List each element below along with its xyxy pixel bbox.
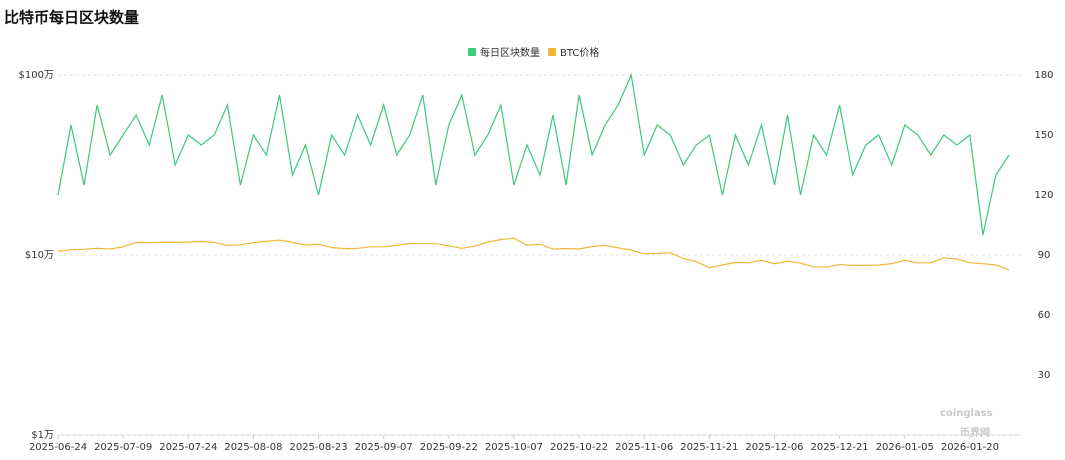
legend-swatch (548, 48, 556, 56)
x-tick-label: 2025-11-06 (615, 442, 673, 453)
series-line (57, 72, 1010, 236)
chart-title: 比特币每日区块数量 (4, 9, 139, 27)
x-tick-label: 2026-01-05 (876, 442, 934, 453)
y2-tick-label: 60 (1038, 310, 1051, 321)
x-tick-label: 2026-01-20 (941, 442, 999, 453)
watermark: coinglass (940, 408, 993, 419)
y2-tick-label: 150 (1034, 130, 1053, 141)
x-tick-label: 2025-07-24 (159, 442, 217, 453)
legend-label: BTC价格 (560, 46, 599, 59)
x-tick-label: 2025-10-22 (550, 442, 608, 453)
y2-tick-label: 90 (1038, 250, 1051, 261)
x-tick-label: 2025-12-06 (745, 442, 803, 453)
y-tick-label: $10万 (25, 250, 54, 261)
y-tick-label: $100万 (19, 70, 54, 81)
series-line (57, 237, 1010, 271)
legend-swatch (468, 48, 476, 56)
y-tick-label: $1万 (31, 430, 54, 441)
y2-tick-label: 30 (1038, 370, 1051, 381)
x-tick-label: 2025-12-21 (811, 442, 869, 453)
y2-tick-label: 120 (1034, 190, 1053, 201)
x-tick-label: 2025-08-08 (224, 442, 282, 453)
x-tick-label: 2025-09-22 (420, 442, 478, 453)
watermark: 币界网 (960, 427, 990, 439)
x-tick-label: 2025-10-07 (485, 442, 543, 453)
x-tick-label: 2025-06-24 (29, 442, 87, 453)
x-tick-label: 2025-11-21 (680, 442, 738, 453)
x-tick-label: 2025-08-23 (289, 442, 347, 453)
y2-tick-label: 180 (1034, 70, 1053, 81)
x-tick-label: 2025-07-09 (94, 442, 152, 453)
x-tick-label: 2025-09-07 (355, 442, 413, 453)
legend-label: 每日区块数量 (480, 46, 540, 59)
